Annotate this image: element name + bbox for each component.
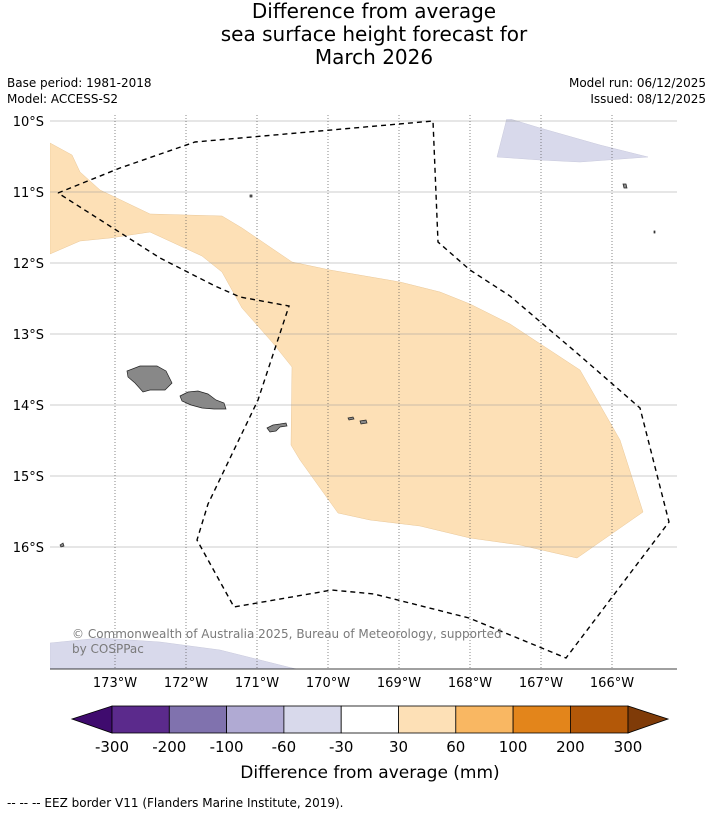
island-savaii (126, 365, 173, 393)
lon-label: 166°W (590, 676, 634, 691)
eez-borders (57, 120, 670, 659)
colorbar-tick-label: -200 (152, 738, 186, 756)
colorbar-tick-label: 300 (614, 738, 643, 756)
colorbar (70, 705, 670, 734)
lon-label: 170°W (306, 676, 350, 691)
copyright: © Commonwealth of Australia 2025, Bureau… (72, 627, 502, 656)
lon-label: 168°W (448, 676, 492, 691)
model-run-date: Model run: 06/12/2025 (568, 76, 706, 90)
colorbar-tick-label: -100 (210, 738, 244, 756)
island-small-c (59, 542, 65, 548)
lon-labels: 173°W 172°W 171°W 170°W 169°W 168°W 167°… (93, 676, 634, 691)
colorbar-swatch (226, 705, 285, 734)
colorbar-swatch (168, 705, 228, 734)
lat-label: 14°S (13, 399, 44, 414)
issued-date: Issued: 08/12/2025 (590, 92, 706, 106)
lon-label: 173°W (93, 676, 137, 691)
anomaly-region-negative-ne (496, 119, 649, 163)
colorbar-swatch (455, 705, 514, 734)
colorbar-tick-label: -60 (272, 738, 297, 756)
island-upolu (179, 390, 227, 410)
colorbar-tick-label: 200 (556, 738, 585, 756)
colorbar-extend-low (70, 705, 113, 734)
lat-label: 12°S (13, 257, 44, 272)
gridlines (50, 120, 677, 548)
eez-legend-note: -- -- -- EEZ border V11 (Flanders Marine… (7, 796, 344, 810)
colorbar-swatch (570, 705, 629, 734)
lon-label: 172°W (164, 676, 208, 691)
colorbar-tick-label: 30 (389, 738, 408, 756)
lon-label: 169°W (377, 676, 421, 691)
meta-left: Base period: 1981-2018 Model: ACCESS-S2 (7, 75, 152, 107)
lat-labels: 10°S 11°S 12°S 13°S 14°S 15°S 16°S (13, 115, 44, 556)
colorbar-tick-label: 100 (499, 738, 528, 756)
colorbar-title: Difference from average (mm) (240, 763, 499, 783)
island-small-b (622, 183, 628, 189)
colorbar-tick-label: -300 (95, 738, 129, 756)
lon-label: 167°W (519, 676, 563, 691)
base-period: Base period: 1981-2018 (7, 76, 152, 90)
colorbar-swatch (111, 705, 170, 734)
lat-label: 11°S (13, 186, 44, 201)
copyright-line-1: © Commonwealth of Australia 2025, Bureau… (72, 627, 502, 641)
colorbar-tick-label: 60 (446, 738, 465, 756)
lat-label: 13°S (13, 328, 44, 343)
lon-label: 171°W (235, 676, 279, 691)
anomaly-region-negative-sw (50, 637, 297, 669)
map-area (50, 119, 649, 669)
title-line-3: March 2026 (314, 45, 434, 69)
colorbar-swatch (283, 705, 342, 734)
land (59, 183, 656, 548)
meta-right: Model run: 06/12/2025 Issued: 08/12/2025 (569, 75, 706, 107)
island-tutuila (266, 422, 288, 433)
island-ofu (347, 416, 355, 421)
colorbar-swatch (340, 705, 399, 734)
island-small-a (249, 194, 253, 198)
colorbar-swatch (398, 705, 457, 734)
island-tau (359, 419, 368, 425)
colorbar-ticks: -300 -200 -100 -60 -30 30 60 100 200 300 (95, 738, 642, 756)
colorbar-extend-high (627, 705, 670, 734)
model-name: Model: ACCESS-S2 (7, 92, 119, 106)
title-line-1: Difference from average (251, 0, 497, 23)
colorbar-swatch (512, 705, 571, 734)
island-small-d (653, 230, 656, 234)
title-line-2: sea surface height forecast for (220, 22, 528, 46)
lat-label: 10°S (13, 115, 44, 130)
copyright-line-2: by COSPPac (72, 642, 144, 656)
eez-border-samoa (57, 120, 670, 659)
colorbar-tick-label: -30 (329, 738, 354, 756)
gridlines-lon (114, 115, 613, 669)
lat-label: 16°S (13, 541, 44, 556)
lat-label: 15°S (13, 470, 44, 485)
anomaly-region-positive (50, 142, 644, 559)
map-title: Difference from average sea surface heig… (0, 0, 713, 69)
